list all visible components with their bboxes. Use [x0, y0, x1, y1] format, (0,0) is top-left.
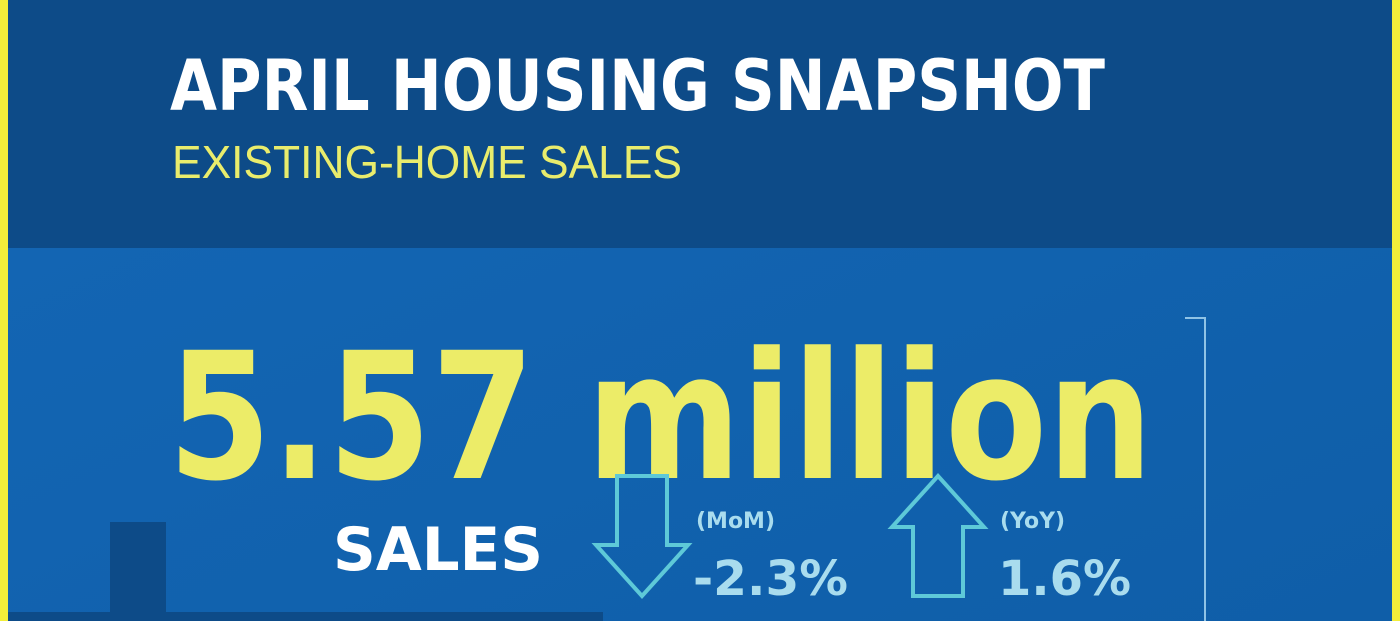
up-arrow — [887, 473, 989, 598]
title: APRIL HOUSING SNAPSHOT — [170, 45, 1105, 127]
subtitle: EXISTING-HOME SALES — [172, 136, 682, 188]
yoy-change: 1.6% — [998, 551, 1131, 607]
down-arrow — [591, 474, 693, 599]
yoy-period: (YoY) — [1000, 509, 1065, 534]
roof-line — [8, 612, 603, 621]
header-band — [8, 0, 1392, 248]
mom-period: (MoM) — [696, 509, 775, 534]
headline-label: SALES — [333, 515, 543, 585]
divider — [1185, 317, 1206, 621]
mom-change: -2.3% — [693, 551, 848, 607]
chimney — [110, 522, 166, 621]
headline-figure: 5.57 million — [168, 315, 1153, 520]
